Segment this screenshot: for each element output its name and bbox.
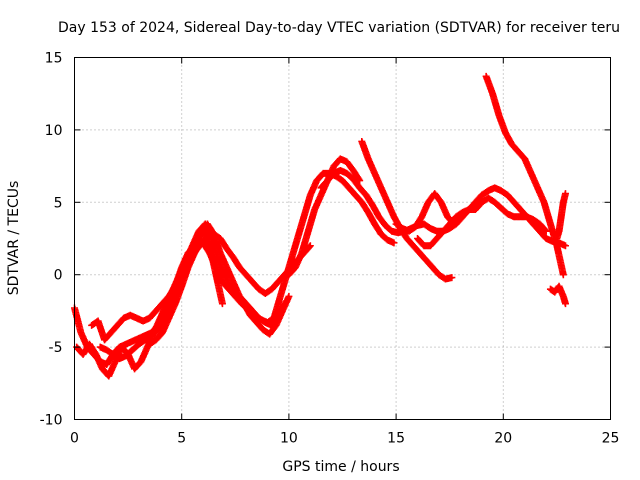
series-sat-j — [414, 194, 550, 250]
series-sat-m — [553, 190, 569, 242]
y-tick-label: 15 — [45, 51, 63, 67]
series-sat-l — [546, 282, 569, 308]
x-tick-label: 15 — [387, 431, 405, 447]
y-axis-label: SDTVAR / TECUs — [6, 181, 22, 296]
x-tick-label: 0 — [70, 431, 79, 447]
plot-frame — [74, 57, 611, 420]
data-series — [71, 72, 569, 380]
y-tick-label: -10 — [40, 413, 63, 429]
x-tick-label: 10 — [280, 431, 298, 447]
data-point — [559, 271, 567, 279]
series-sat-i — [392, 190, 458, 235]
y-tick-label: 0 — [54, 268, 63, 284]
tick-labels: 0 5 10 15 20 25 -10 -5 0 5 10 15 — [40, 51, 620, 447]
data-point — [218, 300, 226, 308]
data-point-fill — [541, 226, 549, 234]
data-point — [561, 190, 569, 198]
x-axis-label: GPS time / hours — [282, 459, 399, 475]
x-tick-label: 20 — [494, 431, 512, 447]
chart-title: Day 153 of 2024, Sidereal Day-to-day VTE… — [58, 20, 620, 36]
y-tick-label: 5 — [54, 195, 63, 211]
data-point — [283, 297, 291, 305]
data-point — [390, 239, 398, 247]
series-sat-f — [285, 155, 364, 279]
data-point — [306, 242, 314, 250]
data-point-fill — [282, 298, 290, 306]
y-tick-label: 10 — [45, 123, 63, 139]
data-point — [561, 300, 569, 308]
y-tick-label: -5 — [49, 340, 63, 356]
x-tick-label: 5 — [177, 431, 186, 447]
data-point — [285, 292, 293, 300]
x-tick-label: 25 — [602, 431, 620, 447]
data-point — [542, 227, 550, 235]
data-point-fill — [305, 243, 313, 251]
data-point — [561, 242, 569, 250]
axis-ticks — [74, 57, 611, 420]
data-point — [448, 274, 456, 282]
